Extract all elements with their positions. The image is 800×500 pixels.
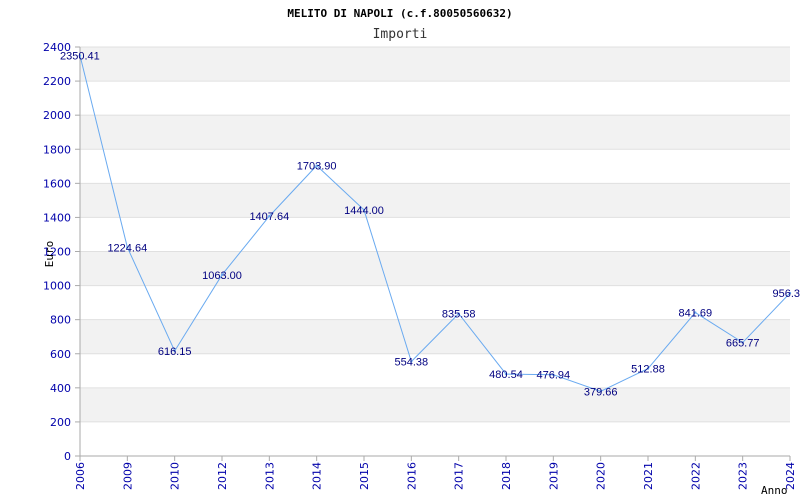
data-label: 480.54 — [489, 369, 523, 381]
data-label: 956.3 — [772, 288, 800, 300]
x-tick-label: 2019 — [547, 462, 560, 490]
y-tick-label: 2400 — [43, 41, 71, 54]
data-point — [362, 208, 366, 212]
y-tick-label: 1000 — [43, 280, 71, 293]
x-tick-label: 2013 — [263, 462, 276, 490]
grid-band — [80, 421, 790, 456]
data-point — [220, 273, 224, 277]
data-point — [552, 373, 555, 376]
grid-band — [80, 353, 790, 388]
chart-title: MELITO DI NAPOLI (c.f.80050560632) — [287, 7, 512, 20]
data-label: 2350.41 — [60, 50, 100, 62]
data-point — [646, 367, 650, 370]
x-axis: 2006 2009 2010 2012 2013 2014 2015 2016 2017 2018… — [74, 455, 797, 490]
data-point — [78, 54, 82, 57]
data-point — [315, 164, 318, 167]
data-label: 554.38 — [395, 357, 429, 369]
y-axis: 0 200 400 600 800 1000 1200 1400 1600 1800 2000 220… — [43, 41, 81, 463]
grid-band — [80, 149, 790, 184]
data-point — [504, 372, 508, 376]
data-label: 476.94 — [537, 370, 571, 382]
x-tick-label: 2012 — [216, 462, 229, 490]
grid-band — [80, 251, 790, 286]
x-tick-label: 2023 — [737, 462, 750, 490]
x-tick-label: 2009 — [121, 462, 134, 490]
data-label: 1444.00 — [344, 205, 384, 217]
grid-band — [80, 183, 790, 218]
data-label: 841.69 — [679, 308, 713, 320]
x-tick-label: 2020 — [595, 462, 608, 490]
data-label: 512.88 — [631, 364, 665, 376]
grid-band — [80, 81, 790, 116]
grid-band — [80, 387, 790, 422]
y-tick-label: 2000 — [43, 109, 71, 122]
data-point — [599, 390, 602, 393]
x-tick-label: 2010 — [169, 462, 182, 490]
data-point — [126, 246, 129, 249]
data-point — [457, 312, 460, 315]
x-tick-label: 2022 — [689, 462, 702, 490]
x-tick-label: 2015 — [358, 462, 371, 490]
data-point — [741, 341, 744, 344]
y-tick-label: 2200 — [43, 75, 71, 88]
y-tick-label: 1800 — [43, 143, 71, 156]
x-tick-label: 2017 — [453, 462, 466, 490]
y-tick-label: 1600 — [43, 177, 71, 190]
y-tick-label: 800 — [50, 314, 71, 327]
data-label: 1703.90 — [297, 161, 337, 173]
data-label: 835.58 — [442, 309, 476, 321]
x-tick-label: 2024 — [784, 462, 797, 490]
data-labels: 2350.41 1224.64 616.15 1063.00 1407.64 1703.9… — [60, 50, 800, 398]
x-tick-label: 2021 — [642, 462, 655, 490]
data-label: 616.15 — [158, 346, 192, 358]
grid-band — [80, 217, 790, 252]
y-tick-label: 200 — [50, 416, 71, 429]
grid-bands — [80, 46, 790, 457]
data-point — [173, 349, 176, 353]
grid-band — [80, 285, 790, 320]
data-point — [694, 311, 697, 314]
y-tick-label: 400 — [50, 382, 71, 395]
data-point — [788, 291, 792, 295]
data-label: 665.77 — [726, 338, 760, 350]
x-tick-label: 2016 — [405, 462, 418, 490]
series-line — [79, 55, 791, 392]
data-point — [410, 360, 413, 363]
y-tick-label: 1200 — [43, 246, 71, 259]
y-tick-label: 0 — [64, 450, 71, 463]
data-label: 1407.64 — [249, 211, 289, 223]
data-label: 1063.00 — [202, 270, 242, 282]
x-axis-label: Anno — [761, 484, 788, 497]
y-axis-label: Euro — [43, 241, 56, 268]
grid-band — [80, 115, 790, 150]
y-tick-label: 600 — [50, 348, 71, 361]
series-line-group — [78, 54, 792, 393]
y-tick-label: 1400 — [43, 211, 71, 224]
data-label: 1224.64 — [107, 242, 147, 254]
grid-band — [80, 319, 790, 354]
x-tick-label: 2014 — [311, 462, 324, 490]
chart-subtitle: Importi — [373, 27, 428, 42]
grid-band — [80, 47, 790, 82]
x-tick-label: 2006 — [74, 462, 87, 490]
data-label: 379.66 — [584, 386, 618, 398]
x-tick-label: 2018 — [500, 462, 513, 490]
data-point — [268, 214, 271, 218]
